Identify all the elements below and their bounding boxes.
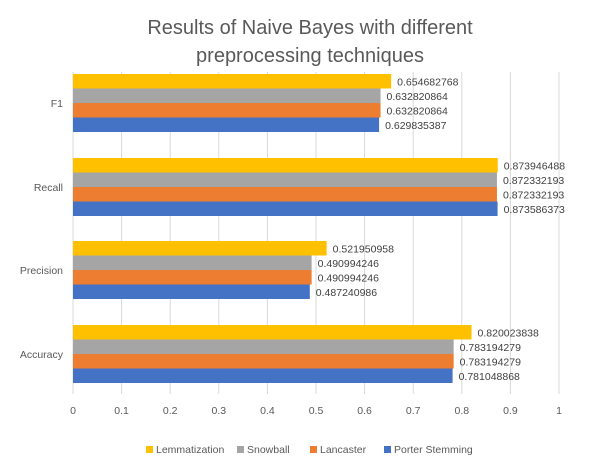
data-label: 0.872332193 xyxy=(503,175,564,187)
bar-lancaster-recall xyxy=(73,187,497,202)
data-labels: 0.654682768 0.632820864 0.632820864 0.62983… xyxy=(316,76,565,383)
x-axis-ticks: 0 0.1 0.2 0.3 0.4 0.5 0.6 0.7 0.8 0.9 1 xyxy=(70,405,562,417)
x-tick-label: 0 xyxy=(70,405,76,417)
x-tick-label: 0.7 xyxy=(406,405,421,417)
data-label: 0.632820864 xyxy=(387,91,448,103)
bar-snowball-precision xyxy=(73,255,312,270)
bar-lancaster-f1 xyxy=(73,103,381,118)
bar-porter-stemming-precision xyxy=(73,284,310,299)
data-label: 0.781048868 xyxy=(459,371,520,383)
data-label: 0.654682768 xyxy=(397,76,458,88)
x-tick-label: 0.4 xyxy=(260,405,275,417)
x-tick-label: 0.6 xyxy=(357,405,372,417)
bar-snowball-recall xyxy=(73,172,497,187)
chart-title-line-2: preprocessing techniques xyxy=(196,45,424,67)
bar-snowball-accuracy xyxy=(73,339,454,354)
data-label: 0.873586373 xyxy=(504,204,565,216)
legend-label: Snowball xyxy=(247,444,290,456)
data-label: 0.783194279 xyxy=(460,356,521,368)
x-tick-label: 0.3 xyxy=(211,405,226,417)
data-label: 0.872332193 xyxy=(503,189,564,201)
bar-lancaster-accuracy xyxy=(73,354,454,369)
data-label: 0.873946488 xyxy=(504,160,565,172)
bars xyxy=(73,74,498,383)
bar-snowball-f1 xyxy=(73,88,381,103)
legend: Lemmatization Snowball Lancaster Porter Ste… xyxy=(146,444,473,456)
data-label: 0.783194279 xyxy=(460,342,521,354)
bar-porter-stemming-f1 xyxy=(73,117,380,132)
bar-lemmatization-recall xyxy=(73,158,498,173)
x-tick-label: 0.8 xyxy=(454,405,469,417)
legend-swatch xyxy=(310,446,317,453)
legend-label: Lancaster xyxy=(320,444,367,456)
data-label: 0.490994246 xyxy=(318,272,379,284)
legend-label: Porter Stemming xyxy=(394,444,473,456)
data-label: 0.521950958 xyxy=(333,243,394,255)
bar-porter-stemming-accuracy xyxy=(73,368,453,383)
bar-lemmatization-accuracy xyxy=(73,325,472,340)
data-label: 0.632820864 xyxy=(387,105,448,117)
chart-title-line-1: Results of Naive Bayes with different xyxy=(147,17,473,39)
x-tick-label: 0.2 xyxy=(163,405,178,417)
legend-label: Lemmatization xyxy=(156,444,224,456)
x-tick-label: 1 xyxy=(556,405,562,417)
data-label: 0.629835387 xyxy=(385,120,446,132)
category-labels: F1 Recall Precision Accuracy xyxy=(20,98,64,361)
category-label-f1: F1 xyxy=(51,98,63,110)
legend-swatch xyxy=(384,446,391,453)
legend-swatch xyxy=(146,446,153,453)
data-label: 0.490994246 xyxy=(318,258,379,270)
category-label-precision: Precision xyxy=(20,265,63,277)
category-label-accuracy: Accuracy xyxy=(20,349,64,361)
bar-lemmatization-precision xyxy=(73,241,327,256)
bar-porter-stemming-recall xyxy=(73,201,498,216)
x-tick-label: 0.1 xyxy=(114,405,129,417)
bar-lancaster-precision xyxy=(73,270,312,285)
x-tick-label: 0.9 xyxy=(503,405,518,417)
x-tick-label: 0.5 xyxy=(309,405,324,417)
category-label-recall: Recall xyxy=(34,182,63,194)
data-label: 0.820023838 xyxy=(478,327,539,339)
legend-swatch xyxy=(237,446,244,453)
data-label: 0.487240986 xyxy=(316,287,377,299)
bar-lemmatization-f1 xyxy=(73,74,392,89)
